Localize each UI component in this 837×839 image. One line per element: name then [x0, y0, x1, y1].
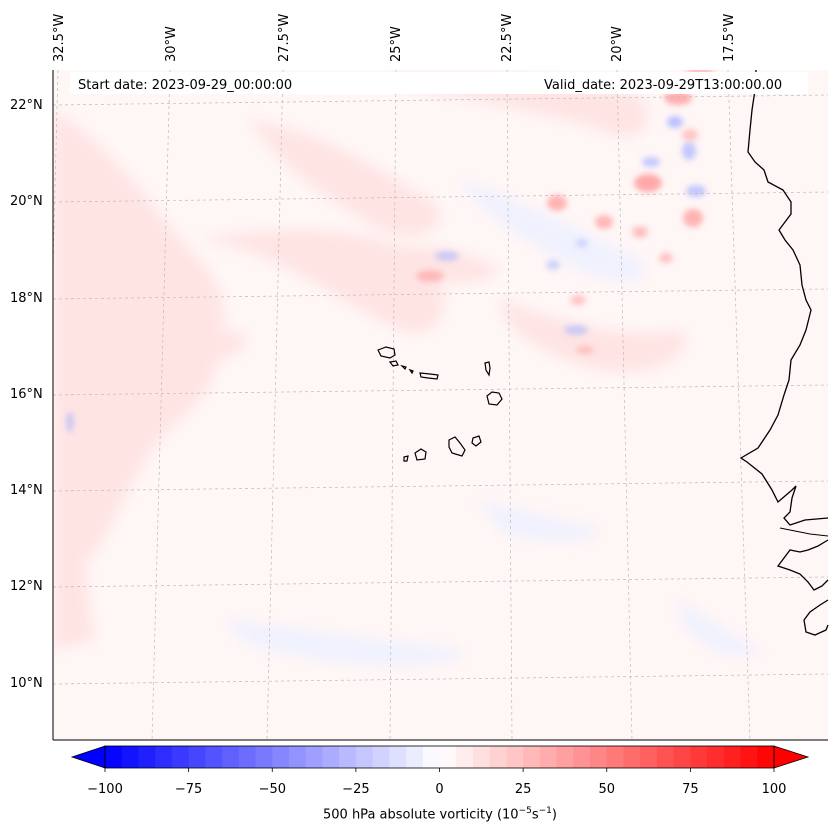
colorbar-segment: [155, 746, 173, 768]
cbar-tick-label: 100: [761, 782, 787, 797]
colorbar-segment: [590, 746, 608, 768]
colorbar-segment: [288, 746, 307, 768]
colorbar-segment: [171, 746, 190, 768]
colorbar-segment: [305, 746, 324, 768]
colorbar-segment: [339, 746, 357, 768]
colorbar-segment: [707, 746, 725, 768]
colorbar-ticks: [104, 768, 775, 772]
start-date-box: [70, 72, 312, 94]
colorbar-segment: [456, 746, 474, 768]
africa-coastline: [739, 69, 829, 526]
lat-label-14n: 14°N: [10, 483, 43, 498]
cbar-tick-label: 0: [435, 782, 444, 797]
lat-label-16n: 16°N: [10, 387, 43, 402]
colorbar-segment: [673, 746, 691, 768]
lon-label-32-5w: 32.5°W: [52, 13, 67, 62]
colorbar-segment: [406, 746, 424, 768]
colorbar-segment: [422, 746, 441, 768]
cbar-tick-label: −100: [87, 782, 123, 797]
lat-label-22n: 22°N: [10, 98, 43, 113]
colorbar-segment: [656, 746, 675, 768]
colorbar-segment: [205, 746, 223, 768]
colorbar-segment: [556, 746, 574, 768]
colorbar-segment: [188, 746, 206, 768]
colorbar-segment: [322, 746, 340, 768]
colorbar-segment: [723, 746, 742, 768]
colorbar-label: 500 hPa absolute vorticity (10−5s−1): [323, 806, 557, 823]
lon-label-30w: 30°W: [164, 26, 179, 62]
gambia-coast: [779, 527, 829, 537]
colorbar-segment: [489, 746, 508, 768]
colorbar-segment: [690, 746, 708, 768]
colorbar-segment: [372, 746, 390, 768]
colorbar-segment: [222, 746, 240, 768]
colorbar-segment: [439, 746, 457, 768]
lat-label-10n: 10°N: [10, 676, 43, 691]
colorbar-segment: [138, 746, 156, 768]
colorbar-segment: [506, 746, 524, 768]
colorbar: [105, 746, 775, 768]
cbar-tick-label: 50: [598, 782, 616, 797]
colorbar-segment: [539, 746, 558, 768]
lon-label-25w: 25°W: [389, 26, 404, 62]
colorbar-segment: [105, 746, 123, 768]
lon-label-20w: 20°W: [610, 26, 625, 62]
colorbar-segment: [623, 746, 641, 768]
colorbar-segment: [238, 746, 257, 768]
colorbar-segment: [640, 746, 658, 768]
colorbar-segment: [523, 746, 541, 768]
guinea-bissau-coast: [776, 539, 829, 636]
cbar-tick-label: −75: [174, 782, 203, 797]
colorbar-segment: [740, 746, 758, 768]
colorbar-segment: [121, 746, 140, 768]
lon-label-22-5w: 22.5°W: [500, 13, 515, 62]
cbar-tick-label: −25: [342, 782, 370, 797]
colorbar-segment: [472, 746, 491, 768]
lat-label-12n: 12°N: [10, 579, 43, 594]
cbar-tick-label: 25: [514, 782, 532, 797]
colorbar-segment: [355, 746, 374, 768]
valid-date-box: [310, 72, 808, 94]
lon-label-17-5w: 17.5°W: [722, 13, 737, 62]
colorbar-segment: [573, 746, 591, 768]
cbar-tick-label: 75: [682, 782, 699, 797]
cape-verde-islands: [377, 346, 503, 462]
cbar-tick-label: −50: [258, 782, 287, 797]
colorbar-segment: [389, 746, 407, 768]
valid-date-text: Valid_date: 2023-09-29T13:00:00.00: [544, 78, 783, 93]
colorbar-segment: [757, 746, 775, 768]
colorbar-segment: [606, 746, 625, 768]
start-date-text: Start date: 2023-09-29_00:00:00: [78, 78, 293, 93]
colorbar-max-extend: [773, 745, 810, 769]
graticule: [53, 70, 828, 740]
lon-label-27-5w: 27.5°W: [277, 13, 292, 62]
colorbar-min-extend: [70, 745, 106, 769]
vorticity-field: [53, 70, 760, 666]
colorbar-segment: [272, 746, 290, 768]
colorbar-segment: [255, 746, 273, 768]
lat-label-20n: 20°N: [10, 194, 43, 209]
lat-label-18n: 18°N: [10, 291, 43, 306]
